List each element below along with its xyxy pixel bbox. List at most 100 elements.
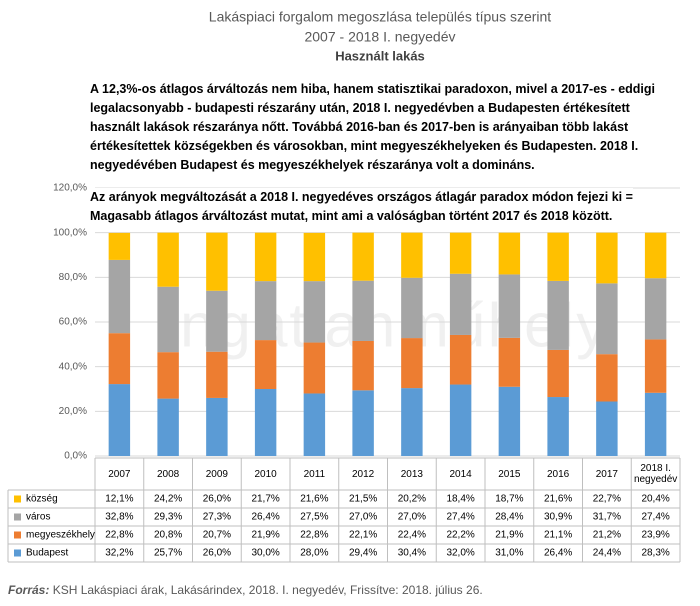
table-value: 21,6%: [300, 494, 328, 505]
annotation-line: A 12,3%-os átlagos árváltozás nem hiba, …: [90, 82, 656, 96]
bar-segment: [449, 273, 472, 335]
x-tick-label-box: 2014: [450, 469, 472, 480]
bar-segment: [449, 384, 472, 456]
table-value: 24,2%: [154, 494, 182, 505]
bar-segment: [206, 351, 228, 398]
x-tick-label-box: 2008: [157, 468, 180, 480]
table-value: 21,9%: [251, 530, 279, 541]
x-tick-label: 2010: [254, 468, 277, 480]
x-tick-label: 2017: [595, 468, 618, 480]
bar-segment: [303, 393, 326, 456]
table-value: 26,4%: [251, 512, 279, 523]
legend-swatch: [14, 531, 21, 539]
table-value: 21,9%: [495, 530, 523, 541]
bar-segment: [644, 392, 667, 456]
table-value: 26,4%: [544, 548, 572, 559]
bar-segment: [596, 232, 618, 284]
table-value: 29,3%: [154, 512, 182, 523]
annotation-line: negyedévében Budapest és megyeszékhelyek…: [90, 158, 535, 172]
bar-segment: [157, 398, 179, 456]
bar-segment: [401, 338, 423, 389]
table-value: 21,1%: [544, 530, 572, 541]
table-value: 31,0%: [495, 548, 523, 559]
bar-segment: [254, 389, 277, 456]
bar-segment: [498, 386, 521, 456]
x-tick-label-box: 2013: [400, 468, 423, 480]
bar-segment: [352, 340, 374, 391]
bar-segment: [206, 397, 228, 456]
table-value: 27,0%: [398, 512, 426, 523]
bar-segment: [596, 283, 618, 355]
bar-segment: [498, 274, 521, 338]
table-value: 20,4%: [641, 494, 669, 505]
bar-segment: [547, 280, 569, 350]
bar-segment: [108, 259, 131, 334]
annotation-line: Az arányok megváltozását a 2018 I. negye…: [90, 190, 633, 204]
bar-segment: [547, 397, 569, 456]
table-value: 32,2%: [105, 548, 133, 559]
x-tick-label: 2008: [157, 468, 180, 480]
bar-segment: [547, 232, 569, 281]
x-tick-label-box: 2010: [254, 468, 277, 480]
table-value: 24,4%: [593, 548, 621, 559]
x-tick-label-box: 2017: [595, 468, 618, 480]
legend-label: város: [26, 512, 50, 523]
table-value: 32,8%: [105, 512, 133, 523]
bar-segment: [157, 352, 179, 399]
bar-segment: [108, 384, 131, 456]
bar-segment: [303, 342, 326, 394]
bar-segment: [401, 388, 423, 456]
x-tick-label-box: 2007: [108, 469, 130, 480]
table-value: 21,7%: [251, 494, 279, 505]
bar-segment: [352, 232, 374, 281]
x-tick-label: 2013: [400, 468, 423, 480]
chart-subtitle: 2007 - 2018 I. negyedév: [304, 29, 455, 45]
table-value: 29,4%: [349, 548, 377, 559]
table-value: 31,7%: [593, 512, 621, 523]
table-value: 20,2%: [398, 494, 426, 505]
x-tick-label: 2009: [205, 468, 228, 480]
x-tick-label-box: 2012: [352, 468, 375, 480]
bar-segment: [157, 286, 179, 353]
bar-segment: [449, 232, 472, 274]
table-value: 21,5%: [349, 494, 377, 505]
x-tick-label: 2012: [352, 468, 375, 480]
annotation-line: legalacsonyabb - budapesti részarány utá…: [90, 101, 630, 115]
legend-label: község: [26, 494, 58, 505]
table-value: 22,1%: [349, 530, 377, 541]
table-value: 22,4%: [398, 530, 426, 541]
y-tick-label: 100,0%: [53, 227, 87, 238]
table-value: 32,0%: [446, 548, 474, 559]
table-value: 20,7%: [203, 530, 231, 541]
table-value: 21,2%: [593, 530, 621, 541]
bar-segment: [108, 333, 131, 385]
y-tick-label: 20,0%: [59, 406, 87, 417]
table-value: 22,7%: [593, 494, 621, 505]
table-value: 27,4%: [446, 512, 474, 523]
table-value: 27,5%: [300, 512, 328, 523]
table-value: 27,4%: [641, 512, 669, 523]
x-tick-label: 2015: [498, 468, 521, 480]
bar-segment: [352, 390, 374, 456]
x-tick-label-box: 2018 I. negyedév: [634, 463, 677, 485]
legend-label: Budapest: [26, 548, 68, 559]
table-value: 30,0%: [251, 548, 279, 559]
y-tick-label: 60,0%: [59, 317, 87, 328]
y-tick-label: 80,0%: [59, 272, 87, 283]
table-value: 22,8%: [300, 530, 328, 541]
table-value: 30,9%: [544, 512, 572, 523]
table-value: 18,7%: [495, 494, 523, 505]
legend-label: megyeszékhely: [26, 530, 95, 541]
bar-segment: [303, 232, 326, 282]
annotation-line: értékesítettek községekben és városokban…: [90, 139, 639, 153]
bar-segment: [206, 290, 228, 352]
table-value: 28,0%: [300, 548, 328, 559]
table-value: 12,1%: [105, 494, 133, 505]
annotation-line: használt lakások részaránya nőtt. Tovább…: [90, 120, 629, 134]
table-value: 18,4%: [446, 494, 474, 505]
bar-segment: [401, 277, 423, 339]
y-tick-label: 40,0%: [59, 361, 87, 372]
bar-segment: [644, 232, 667, 279]
